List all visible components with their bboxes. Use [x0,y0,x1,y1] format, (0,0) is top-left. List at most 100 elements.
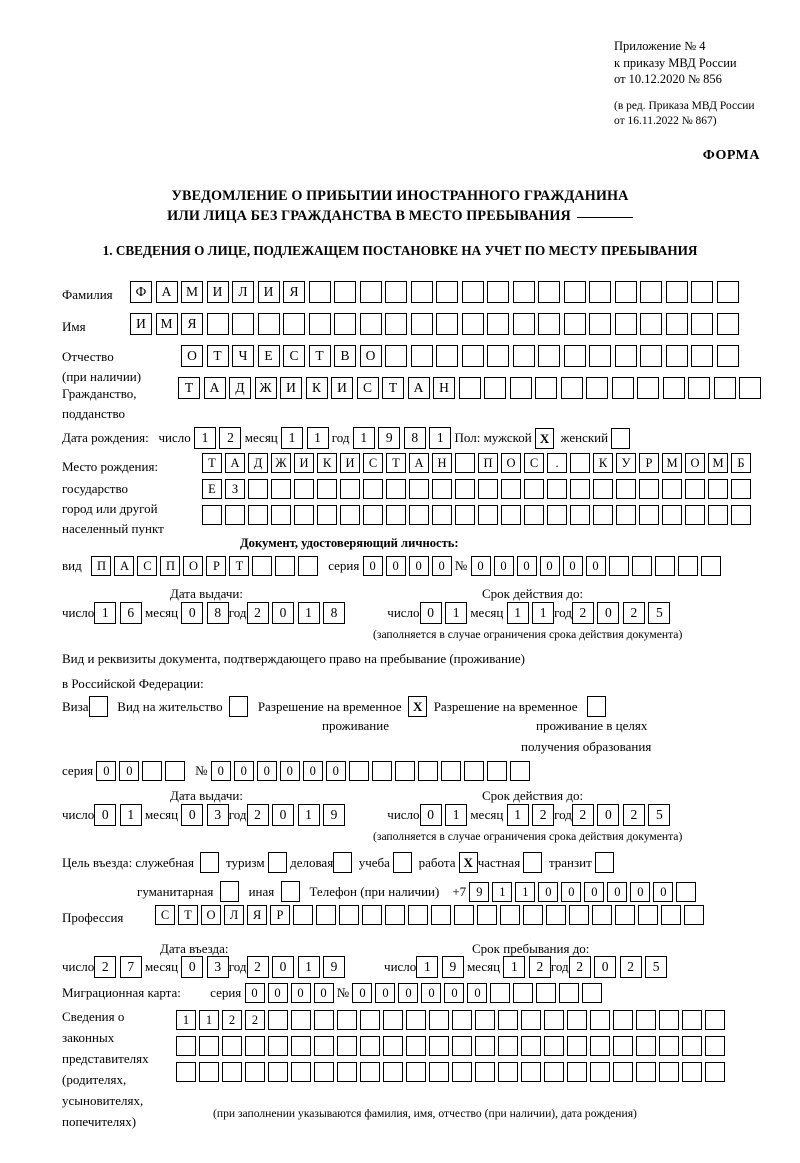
birthplace-row3-field-cell[interactable] [731,505,751,525]
surname-field-cell[interactable] [385,281,407,303]
doc-issue-day-field-cell[interactable]: 1 [94,602,117,624]
firstname-field-cell[interactable] [359,313,382,335]
legal-row2-field-cell[interactable] [636,1036,656,1056]
patronymic-field-cell[interactable] [461,345,484,367]
surname-field-cell[interactable]: И [257,281,280,303]
phone-field-cell[interactable]: 9 [469,881,490,902]
firstname-field-cell[interactable] [487,313,509,335]
legal-row1-field-cell[interactable] [544,1010,564,1030]
firstname-field-cell[interactable] [691,313,713,335]
surname-field-cell[interactable]: Л [232,281,254,303]
birthplace-row1-field-cell[interactable]: Т [386,453,406,473]
doc-valid-day-field-cell[interactable]: 0 [419,602,442,624]
birthplace-row2-field-cell[interactable] [524,479,544,499]
birthplace-row2-field-cell[interactable] [340,479,360,499]
doc-seria-field-cell[interactable]: 0 [362,556,383,576]
legal-row1-field-cell[interactable] [475,1010,495,1030]
birthplace-row1-field-cell[interactable]: С [363,453,383,473]
legal-row1-field-cell[interactable] [314,1010,334,1030]
profession-field-cell[interactable] [339,905,359,925]
residence-checkbox[interactable] [229,696,249,717]
surname-field-cell[interactable]: Ф [130,281,152,303]
citizenship-field-cell[interactable]: И [331,377,353,399]
surname-field-cell[interactable] [308,281,331,303]
firstname-field-cell[interactable] [436,313,458,335]
doc-type-field-cell[interactable] [298,556,319,576]
birthplace-row2-field-cell[interactable] [685,479,705,499]
legal-row2-field-cell[interactable] [475,1036,495,1056]
doc-nomer-field-cell[interactable]: 0 [470,556,491,576]
birth-month-field-cell[interactable]: 1 [281,427,304,449]
stay-year-field-cell[interactable]: 2 [619,956,642,978]
surname-field-cell[interactable]: И [206,281,229,303]
doc-issue-day-field-cell[interactable]: 6 [119,602,142,624]
perm-nomer-field-cell[interactable]: 0 [256,761,277,781]
profession-field-cell[interactable] [546,905,566,925]
doc-nomer-field-cell[interactable] [677,556,698,576]
profession-field-cell[interactable] [316,905,336,925]
phone-field-cell[interactable]: 1 [515,881,536,902]
legal-row2-field[interactable] [176,1036,725,1056]
legal-row3-field-cell[interactable] [199,1062,219,1082]
legal-row2-field-cell[interactable] [429,1036,449,1056]
legal-row3-field-cell[interactable] [176,1062,196,1082]
legal-row1-field-cell[interactable] [429,1010,449,1030]
perm-nomer-field-cell[interactable]: 0 [233,761,254,781]
citizenship-field-cell[interactable]: Д [229,377,251,399]
perm-issue-month-field-cell[interactable]: 0 [181,804,204,826]
mig-seria-field-cell[interactable]: 0 [313,983,334,1003]
birth-day-field-cell[interactable]: 2 [219,427,242,449]
profession-field-cell[interactable] [523,905,543,925]
stay-year-field-cell[interactable]: 0 [594,956,617,978]
stay-month-field-cell[interactable]: 2 [528,956,551,978]
birthplace-row2-field-cell[interactable] [455,479,475,499]
birthplace-row1-field-cell[interactable]: У [616,453,636,473]
perm-nomer-field-cell[interactable]: 0 [210,761,231,781]
legal-row2-field-cell[interactable] [544,1036,564,1056]
birthplace-row1-field-cell[interactable] [570,453,590,473]
stay-year-field-cell[interactable]: 2 [568,956,591,978]
mig-nomer-field-cell[interactable]: 0 [467,983,488,1003]
surname-field-cell[interactable] [691,281,713,303]
birthplace-row3-field-cell[interactable] [524,505,544,525]
birthplace-row3-field-cell[interactable] [616,505,636,525]
birthplace-row3-field[interactable] [202,505,751,525]
doc-issue-year-field-cell[interactable]: 1 [297,602,320,624]
patronymic-field-cell[interactable]: С [283,345,305,367]
doc-valid-year-field-cell[interactable]: 2 [571,602,594,624]
doc-nomer-field-cell[interactable] [654,556,675,576]
legal-row3-field-cell[interactable] [705,1062,725,1082]
citizenship-field-cell[interactable]: И [280,377,302,399]
birthplace-row3-field-cell[interactable] [248,505,268,525]
patronymic-field-cell[interactable] [410,345,433,367]
firstname-field-cell[interactable]: Я [181,313,203,335]
legal-row1-field-cell[interactable] [383,1010,403,1030]
phone-field-cell[interactable]: 0 [561,881,582,902]
legal-row2-field-cell[interactable] [314,1036,334,1056]
mig-nomer-field-cell[interactable] [490,983,511,1003]
patronymic-field-cell[interactable]: Т [308,345,331,367]
birthplace-row2-field-cell[interactable] [248,479,268,499]
legal-row2-field-cell[interactable] [199,1036,219,1056]
patronymic-field-cell[interactable] [385,345,407,367]
legal-row1-field-cell[interactable] [567,1010,587,1030]
firstname-field-cell[interactable] [716,313,739,335]
mig-nomer-field-cell[interactable] [536,983,557,1003]
legal-row2-field-cell[interactable] [498,1036,518,1056]
patronymic-field-cell[interactable] [640,345,662,367]
patronymic-field-cell[interactable]: О [181,345,203,367]
surname-field-cell[interactable] [589,281,611,303]
perm-nomer-field-cell[interactable]: 0 [302,761,323,781]
legal-row1-field-cell[interactable] [452,1010,472,1030]
perm-nomer-field-cell[interactable] [440,761,461,781]
birthplace-row3-field-cell[interactable] [340,505,360,525]
patronymic-field-cell[interactable]: Ч [232,345,254,367]
